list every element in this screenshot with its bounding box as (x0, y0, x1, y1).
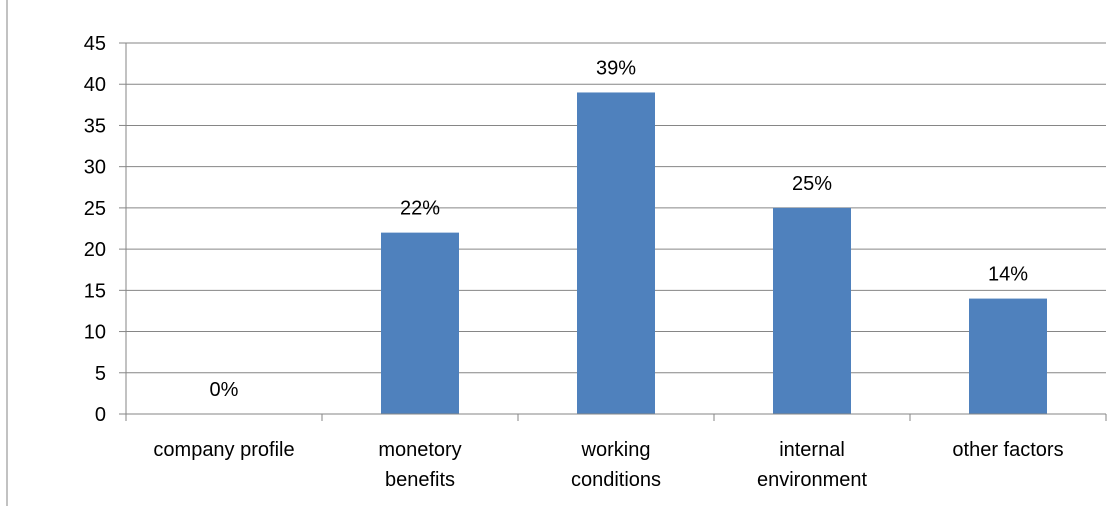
x-category-label: environment (757, 469, 868, 491)
x-category-label: working (581, 439, 651, 461)
bar (381, 232, 459, 414)
bars (381, 92, 1047, 414)
y-tick-label: 30 (84, 157, 106, 179)
labels: 0 5 10 15 20 25 30 35 40 45 0% company profile 22% mo… (84, 33, 1064, 491)
axes (119, 42, 1107, 421)
bar-data-label: 25% (792, 173, 832, 195)
x-category-label: benefits (385, 469, 455, 491)
y-tick-label: 15 (84, 280, 106, 302)
bar-data-label: 39% (596, 57, 636, 79)
y-tick-label: 10 (84, 322, 106, 344)
y-tick-label: 40 (84, 74, 106, 96)
bar (577, 92, 655, 414)
bar-data-label: 0% (210, 379, 239, 401)
y-tick-label: 0 (95, 404, 106, 426)
bar (773, 207, 851, 414)
x-category-label: monetory (378, 439, 461, 461)
y-tick-label: 35 (84, 115, 106, 137)
bar (969, 298, 1047, 414)
y-tick-label: 45 (84, 33, 106, 55)
x-category-label: internal (779, 439, 845, 461)
x-category-label: company profile (153, 439, 294, 461)
x-category-label: conditions (571, 469, 661, 491)
bar-data-label: 22% (400, 198, 440, 220)
y-tick-label: 25 (84, 198, 106, 220)
y-tick-label: 20 (84, 239, 106, 261)
bar-data-label: 14% (988, 264, 1028, 286)
x-category-label: other factors (952, 439, 1063, 461)
y-tick-label: 5 (95, 363, 106, 385)
